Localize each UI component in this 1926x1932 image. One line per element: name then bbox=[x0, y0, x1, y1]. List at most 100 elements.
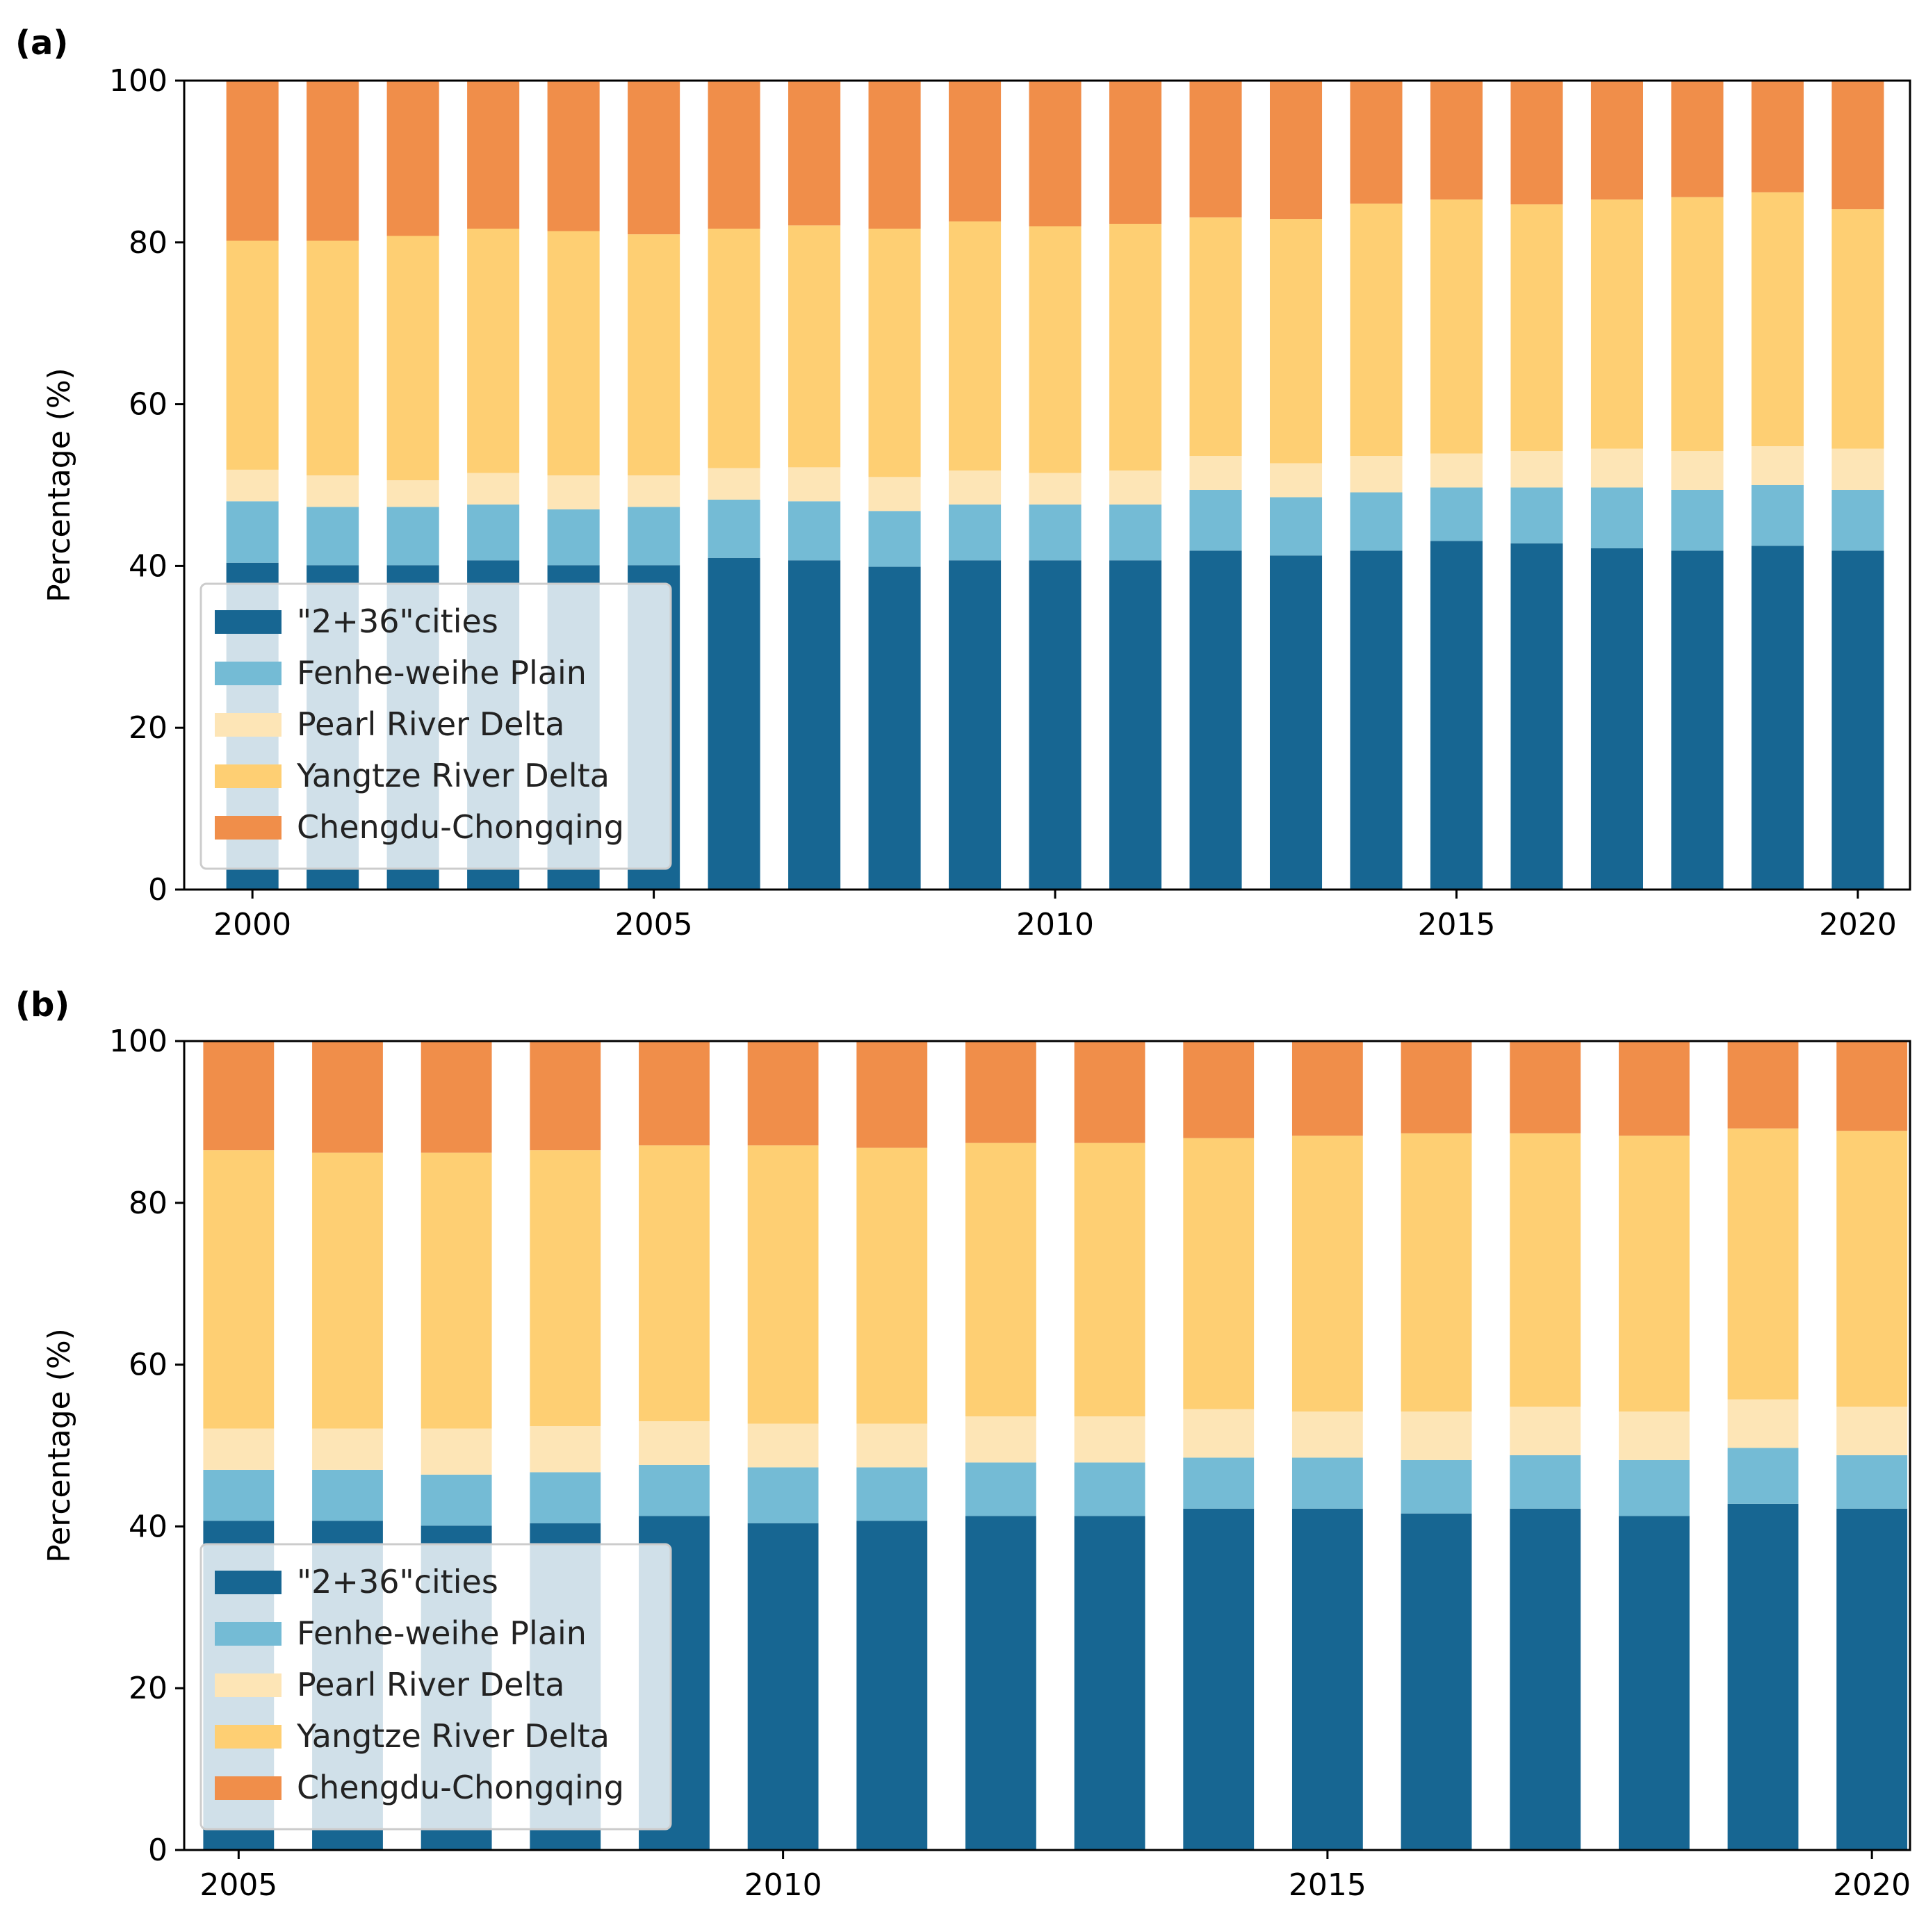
bar-2006-series-2 bbox=[708, 468, 760, 500]
bars-group bbox=[203, 1041, 1908, 1850]
bar-2015-series-2 bbox=[1430, 453, 1483, 488]
panel-b: 0 20 40 60 80 100 2005 2010 2015 2020 Percentage (… bbox=[15, 985, 1911, 1903]
bar-2011-series-1 bbox=[1109, 504, 1162, 561]
bar-2015-series-1 bbox=[1430, 487, 1483, 541]
bar-2013-series-0 bbox=[1269, 555, 1323, 890]
bar-2006-series-1 bbox=[312, 1469, 383, 1521]
bar-2008-series-0 bbox=[868, 566, 921, 890]
bar-2013-series-3 bbox=[1074, 1143, 1145, 1417]
bar-2018-series-3 bbox=[1618, 1136, 1690, 1412]
bar-2007-series-1 bbox=[421, 1474, 492, 1526]
bar-2008-series-2 bbox=[868, 477, 921, 511]
legend-swatch bbox=[215, 1571, 281, 1594]
bar-2011-series-0 bbox=[1109, 560, 1162, 890]
bar-2010-series-1 bbox=[747, 1467, 819, 1523]
bar-2014-series-3 bbox=[1350, 203, 1403, 457]
bar-2000-series-1 bbox=[226, 501, 279, 563]
bar-2008-series-1 bbox=[868, 511, 921, 567]
bar-2012-series-4 bbox=[965, 1041, 1036, 1143]
y-tick-label: 0 bbox=[148, 1833, 168, 1868]
bar-2006-series-3 bbox=[312, 1152, 383, 1429]
bar-2008-series-3 bbox=[530, 1150, 601, 1427]
bar-2007-series-1 bbox=[788, 501, 841, 561]
legend-label: Yangtze River Delta bbox=[296, 1717, 610, 1755]
x-tick-label: 2010 bbox=[1016, 907, 1094, 942]
bar-2016-series-4 bbox=[1401, 1041, 1472, 1133]
bar-2020-series-2 bbox=[1836, 1407, 1908, 1455]
bar-2006-series-0 bbox=[708, 557, 760, 890]
bar-2006-series-4 bbox=[708, 81, 760, 229]
bar-2017-series-2 bbox=[1510, 1407, 1581, 1455]
x-tick-label: 2020 bbox=[1833, 1867, 1911, 1903]
bar-2017-series-4 bbox=[1590, 81, 1644, 200]
bar-2011-series-4 bbox=[856, 1041, 928, 1148]
bar-2002-series-4 bbox=[386, 81, 439, 236]
y-tick-label: 20 bbox=[129, 710, 168, 746]
x-tick-label: 2005 bbox=[199, 1867, 277, 1903]
legend-label: "2+36"cities bbox=[297, 1563, 498, 1601]
bar-2012-series-2 bbox=[965, 1416, 1036, 1463]
legend-swatch bbox=[215, 816, 281, 840]
bar-2012-series-0 bbox=[1189, 550, 1242, 890]
bar-2019-series-1 bbox=[1727, 1448, 1799, 1504]
bar-2007-series-3 bbox=[421, 1152, 492, 1429]
bar-2015-series-3 bbox=[1291, 1136, 1363, 1412]
legend-swatch bbox=[215, 1725, 281, 1749]
legend-label: Chengdu-Chongqing bbox=[297, 1769, 624, 1806]
bar-2005-series-2 bbox=[628, 475, 680, 507]
bar-2008-series-2 bbox=[530, 1426, 601, 1473]
bar-2012-series-1 bbox=[965, 1462, 1036, 1516]
bar-2013-series-4 bbox=[1074, 1041, 1145, 1143]
legend-swatch bbox=[215, 1776, 281, 1800]
bar-2012-series-2 bbox=[1189, 456, 1242, 490]
panel-label: (a) bbox=[15, 24, 68, 63]
bar-2005-series-3 bbox=[203, 1150, 275, 1429]
bar-2002-series-3 bbox=[386, 236, 439, 481]
bar-2004-series-3 bbox=[547, 231, 600, 476]
bar-2010-series-0 bbox=[1029, 560, 1082, 890]
bar-2008-series-1 bbox=[530, 1472, 601, 1523]
bar-2005-series-2 bbox=[203, 1428, 275, 1470]
legend-swatch bbox=[215, 662, 281, 685]
legend-box bbox=[199, 582, 672, 870]
bar-2011-series-3 bbox=[1109, 224, 1162, 471]
bar-2016-series-0 bbox=[1401, 1513, 1472, 1850]
legend-label: Fenhe-weihe Plain bbox=[297, 654, 587, 691]
bars-group bbox=[226, 81, 1884, 890]
bar-2018-series-2 bbox=[1618, 1411, 1690, 1460]
bar-2017-series-1 bbox=[1590, 487, 1644, 548]
bar-2016-series-3 bbox=[1510, 204, 1563, 452]
bar-2020-series-3 bbox=[1831, 209, 1884, 449]
legend-swatch bbox=[215, 1673, 281, 1697]
bar-2006-series-1 bbox=[708, 499, 760, 558]
y-tick-label: 60 bbox=[129, 387, 168, 423]
bar-2014-series-4 bbox=[1350, 81, 1403, 204]
bar-2014-series-4 bbox=[1183, 1041, 1255, 1138]
bar-2005-series-3 bbox=[628, 234, 680, 476]
bar-2014-series-0 bbox=[1183, 1508, 1255, 1850]
y-tick-label: 40 bbox=[129, 548, 168, 584]
bar-2005-series-4 bbox=[203, 1041, 275, 1151]
bar-2008-series-4 bbox=[868, 81, 921, 229]
bar-2010-series-3 bbox=[747, 1145, 819, 1424]
legend-swatch bbox=[215, 713, 281, 737]
bar-2011-series-4 bbox=[1109, 81, 1162, 224]
bar-2003-series-2 bbox=[467, 473, 520, 505]
x-tick-label: 2005 bbox=[615, 907, 693, 942]
bar-2015-series-4 bbox=[1291, 1041, 1363, 1136]
bar-2017-series-2 bbox=[1590, 448, 1644, 488]
bar-2020-series-4 bbox=[1836, 1041, 1908, 1131]
bar-2011-series-2 bbox=[856, 1423, 928, 1468]
legend: "2+36"cities Fenhe-weihe Plain Pearl River… bbox=[199, 582, 672, 870]
bar-2010-series-1 bbox=[1029, 504, 1082, 561]
bar-2013-series-2 bbox=[1074, 1416, 1145, 1463]
legend-label: Pearl River Delta bbox=[297, 1666, 564, 1703]
bar-2013-series-0 bbox=[1074, 1516, 1145, 1850]
bar-2019-series-2 bbox=[1751, 446, 1804, 485]
y-axis-title: Percentage (%) bbox=[42, 368, 77, 603]
bar-2011-series-3 bbox=[856, 1147, 928, 1424]
bar-2002-series-1 bbox=[386, 507, 439, 566]
bar-2014-series-2 bbox=[1183, 1409, 1255, 1458]
bar-2018-series-1 bbox=[1671, 489, 1724, 551]
